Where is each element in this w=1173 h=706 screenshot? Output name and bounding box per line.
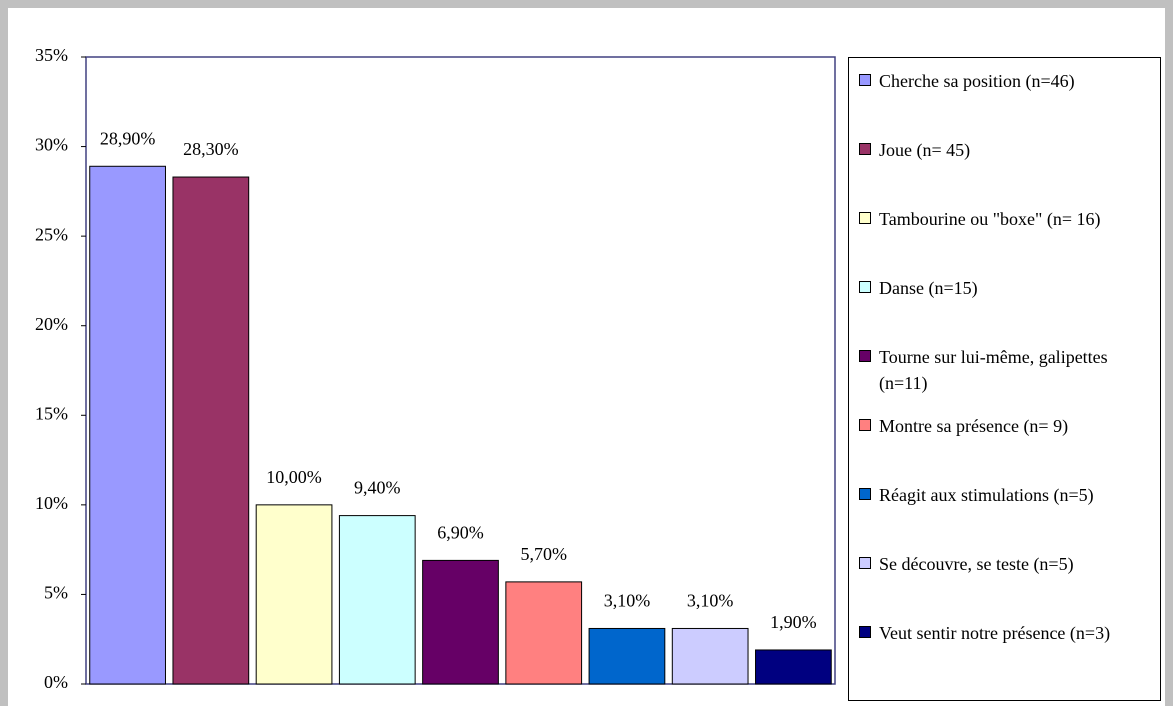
legend-label: Réagit aux stimulations (n=5) [879,485,1094,505]
data-label: 9,40% [354,478,401,498]
legend: Cherche sa position (n=46) Joue (n= 45) Ta… [848,57,1161,701]
data-label: 1,90% [770,612,817,632]
legend-swatch [859,557,871,569]
legend-label: Se découvre, se teste (n=5) [879,554,1074,574]
legend-item: Montre sa présence (n= 9) [859,413,1159,439]
legend-swatch [859,143,871,155]
bar [255,504,333,685]
y-tick-label: 20% [35,314,68,334]
bar [89,165,166,685]
bar [755,649,832,685]
bar [505,581,583,685]
legend-swatch [859,419,871,431]
data-label: 28,30% [183,139,239,159]
y-tick-label: 15% [35,403,68,423]
y-tick-label: 35% [35,45,68,65]
bar [422,559,499,685]
bar [671,627,749,685]
legend-item: Joue (n= 45) [859,137,1159,163]
legend-swatch [859,281,871,293]
y-tick-label: 10% [35,493,68,513]
legend-item: Cherche sa position (n=46) [859,68,1159,94]
data-label: 3,10% [687,591,734,611]
legend-label: Joue (n= 45) [879,140,971,160]
legend-swatch [859,350,871,362]
legend-swatch [859,212,871,224]
legend-label: Cherche sa position (n=46) [879,71,1075,91]
legend-item: Tourne sur lui-même, galipettes (n=11) [859,344,1159,396]
data-label: 6,90% [437,523,484,543]
legend-item: Danse (n=15) [859,275,1159,301]
y-tick-label: 25% [35,224,68,244]
legend-label: Tambourine ou "boxe" (n= 16) [879,209,1101,229]
legend-swatch [859,74,871,86]
legend-item: Tambourine ou "boxe" (n= 16) [859,206,1159,232]
y-tick-label: 30% [35,135,68,155]
legend-item: Se découvre, se teste (n=5) [859,551,1159,577]
legend-swatch [859,626,871,638]
legend-item: Réagit aux stimulations (n=5) [859,482,1159,508]
legend-label: Tourne sur lui-même, galipettes (n=11) [879,347,1108,393]
legend-label: Veut sentir notre présence (n=3) [879,623,1111,643]
bar [172,176,250,685]
y-tick-label: 5% [44,583,68,603]
y-tick-label: 0% [44,672,68,692]
legend-label: Montre sa présence (n= 9) [879,416,1069,436]
data-label: 10,00% [266,467,322,487]
legend-label: Danse (n=15) [879,278,978,298]
bar [588,627,666,685]
legend-item: Veut sentir notre présence (n=3) [859,620,1159,646]
data-label: 5,70% [520,544,567,564]
data-label: 28,90% [100,128,156,148]
bar [338,515,416,685]
data-label: 3,10% [604,591,651,611]
legend-swatch [859,488,871,500]
